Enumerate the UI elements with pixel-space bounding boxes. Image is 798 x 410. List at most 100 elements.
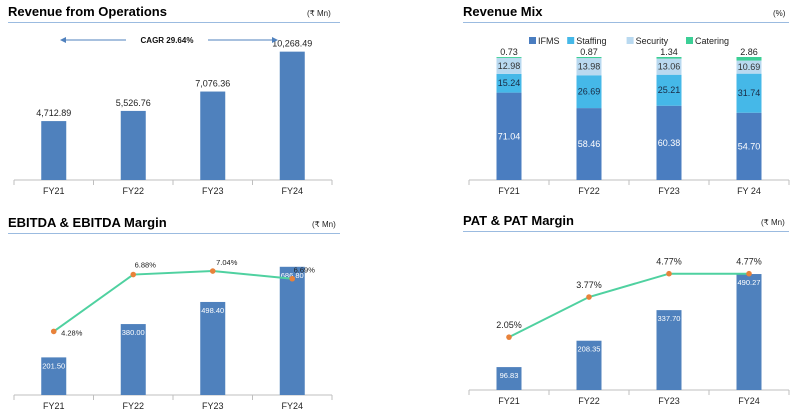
mix-legend-label: Staffing bbox=[576, 36, 606, 46]
ebitda-category-label: FY24 bbox=[281, 401, 303, 410]
ebitda-margin-point bbox=[209, 268, 216, 274]
ebitda-margin-label: 6.69% bbox=[294, 266, 316, 275]
pat-margin-label: 2.05% bbox=[496, 320, 522, 330]
revenue-data-label: 7,076.36 bbox=[195, 79, 230, 89]
revenue-bar bbox=[41, 121, 67, 180]
mix-catering-label: 0.87 bbox=[580, 47, 598, 57]
pat-header-line bbox=[463, 231, 789, 232]
mix-panel: Revenue Mix (%) IFMS Staffing Security Cate… bbox=[399, 0, 798, 205]
pat-margin-point bbox=[506, 334, 512, 340]
ebitda-title: EBITDA & EBITDA Margin bbox=[8, 215, 167, 230]
ebitda-bar-label: 201.50 bbox=[42, 361, 65, 370]
pat-unit: (₹ Mn) bbox=[761, 218, 785, 227]
mix-bar-segment bbox=[736, 73, 762, 113]
mix-legend-label: Security bbox=[636, 36, 669, 46]
mix-header-line bbox=[463, 22, 789, 23]
ebitda-margin-label: 4.28% bbox=[61, 328, 83, 337]
mix-bar-segment bbox=[576, 57, 602, 59]
pat-margin-line bbox=[508, 272, 749, 339]
mix-bar-segment bbox=[736, 57, 762, 61]
pat-margin-point bbox=[666, 270, 672, 277]
mix-bar-segment bbox=[656, 57, 682, 59]
ebitda-category-label: FY23 bbox=[202, 401, 224, 410]
ebitda-margin-point bbox=[50, 328, 57, 335]
mix-legend-swatch bbox=[529, 37, 536, 44]
pat-category-label: FY24 bbox=[738, 396, 760, 406]
pat-category-label: FY22 bbox=[578, 396, 600, 406]
mix-bar-segment bbox=[736, 60, 762, 74]
ebitda-margin-line bbox=[53, 270, 293, 333]
mix-legend-swatch bbox=[626, 37, 634, 44]
mix-legend-swatch bbox=[686, 37, 693, 44]
pat-margin-label: 4.77% bbox=[736, 257, 762, 267]
mix-security-label: 13.98 bbox=[578, 62, 601, 72]
mix-category-label: FY21 bbox=[498, 186, 520, 196]
mix-catering-label: 0.73 bbox=[500, 47, 518, 57]
pat-margin-label: 4.77% bbox=[656, 257, 682, 267]
revenue-category-label: FY22 bbox=[122, 186, 144, 196]
revenue-chart: 4,712.89 FY21 5,526.76 FY22 7,076.36 FY23 10,2… bbox=[13, 33, 333, 196]
mix-catering-label: 1.34 bbox=[660, 47, 678, 57]
ebitda-bar bbox=[200, 301, 226, 395]
mix-bar-segment bbox=[496, 92, 522, 180]
pat-panel: PAT & PAT Margin (₹ Mn) 96.83 FY21 208.35 F… bbox=[399, 205, 798, 410]
mix-staffing-label: 31.74 bbox=[738, 88, 761, 98]
ebitda-margin-point bbox=[289, 275, 296, 282]
mix-bar-segment bbox=[576, 108, 602, 180]
pat-bar-label: 96.83 bbox=[500, 371, 519, 380]
pat-category-label: FY21 bbox=[498, 396, 520, 406]
revenue-category-label: FY21 bbox=[43, 186, 65, 196]
mix-chart: IFMS Staffing Security Catering 71.04 15.24 12… bbox=[468, 36, 790, 196]
pat-title: PAT & PAT Margin bbox=[463, 213, 574, 228]
pat-bar bbox=[656, 310, 682, 390]
mix-bar-segment bbox=[656, 58, 682, 75]
ebitda-bar bbox=[120, 324, 146, 395]
ebitda-unit: (₹ Mn) bbox=[312, 220, 336, 229]
mix-security-label: 12.98 bbox=[498, 61, 521, 71]
ebitda-margin-label: 6.88% bbox=[135, 261, 157, 270]
pat-bar-label: 337.70 bbox=[658, 314, 681, 323]
mix-category-label: FY 24 bbox=[737, 186, 761, 196]
cagr-arrow-left-head bbox=[60, 37, 66, 43]
mix-ifms-label: 71.04 bbox=[498, 131, 521, 141]
mix-legend-swatch bbox=[567, 37, 575, 44]
cagr-label: CAGR 29.64% bbox=[141, 36, 194, 45]
ebitda-margin-point bbox=[130, 271, 137, 278]
revenue-panel: Revenue from Operations (₹ Mn) 4,712.89 F… bbox=[0, 0, 399, 205]
ebitda-bar-label: 686.80 bbox=[281, 271, 304, 280]
mix-legend-label: Catering bbox=[695, 36, 729, 46]
ebitda-panel: EBITDA & EBITDA Margin (₹ Mn) 201.50 FY21… bbox=[0, 205, 399, 410]
revenue-data-label: 5,526.76 bbox=[116, 98, 151, 108]
mix-bar-segment bbox=[576, 75, 602, 109]
pat-bar bbox=[496, 367, 522, 390]
revenue-header-line bbox=[8, 22, 340, 23]
mix-bar-segment bbox=[576, 58, 602, 76]
ebitda-bar-label: 498.40 bbox=[201, 306, 224, 315]
mix-bar-segment bbox=[496, 57, 522, 74]
revenue-bar bbox=[200, 91, 226, 180]
mix-bar-segment bbox=[496, 57, 522, 58]
pat-bar-label: 208.35 bbox=[578, 345, 601, 354]
revenue-data-label: 4,712.89 bbox=[36, 108, 71, 118]
mix-title: Revenue Mix bbox=[463, 4, 543, 19]
pat-chart: 96.83 FY21 208.35 FY22 337.70 FY23 490.27 FY24 2… bbox=[468, 257, 790, 406]
mix-staffing-label: 15.24 bbox=[498, 78, 521, 88]
cagr-arrow-right-head bbox=[272, 37, 278, 43]
mix-category-label: FY23 bbox=[658, 186, 680, 196]
revenue-title: Revenue from Operations bbox=[8, 4, 167, 19]
mix-catering-label: 2.86 bbox=[740, 47, 758, 57]
mix-unit: (%) bbox=[773, 9, 786, 18]
mix-ifms-label: 58.46 bbox=[578, 139, 601, 149]
mix-category-label: FY22 bbox=[578, 186, 600, 196]
mix-bar-segment bbox=[736, 112, 762, 180]
revenue-category-label: FY23 bbox=[202, 186, 224, 196]
revenue-bar bbox=[279, 51, 305, 180]
ebitda-category-label: FY22 bbox=[122, 401, 144, 410]
ebitda-margin-label: 7.04% bbox=[216, 258, 238, 267]
mix-bar-segment bbox=[496, 73, 522, 93]
revenue-category-label: FY24 bbox=[281, 186, 303, 196]
ebitda-bar-label: 380.00 bbox=[122, 328, 145, 337]
cagr-label-background bbox=[126, 33, 208, 47]
ebitda-bar bbox=[41, 357, 67, 395]
pat-margin-label: 3.77% bbox=[576, 280, 602, 290]
